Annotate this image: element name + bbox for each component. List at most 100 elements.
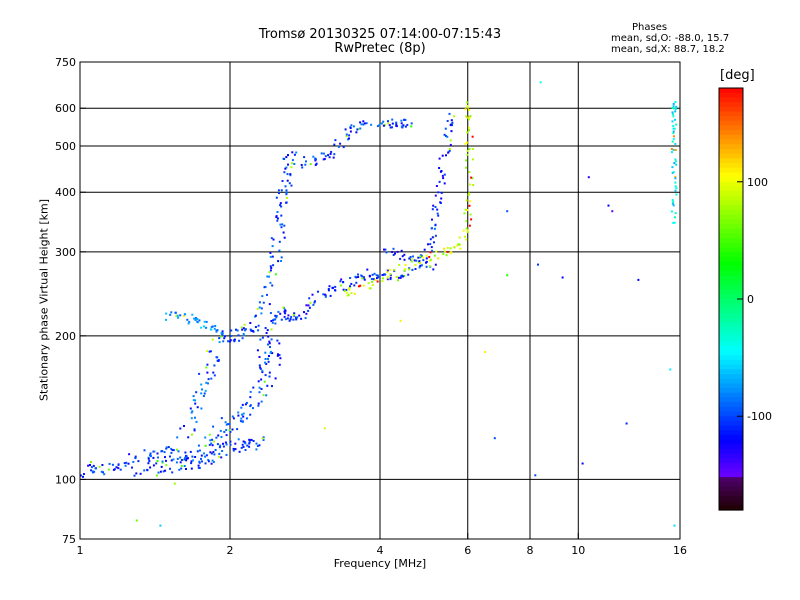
data-point: [180, 467, 183, 470]
data-point: [362, 277, 365, 280]
data-point: [391, 122, 394, 125]
data-point: [283, 158, 286, 160]
data-point: [170, 447, 173, 450]
data-point: [446, 120, 449, 122]
data-point: [206, 371, 209, 374]
data-point: [190, 411, 193, 414]
data-point: [213, 327, 216, 330]
data-point: [243, 323, 246, 326]
data-point: [322, 158, 325, 161]
data-point: [279, 204, 282, 207]
data-point: [183, 425, 185, 427]
data-point: [201, 388, 203, 391]
data-point: [433, 241, 435, 244]
data-point: [386, 269, 389, 272]
data-point: [205, 366, 208, 369]
data-point: [457, 243, 460, 246]
data-point: [171, 471, 174, 474]
data-point: [469, 116, 472, 119]
data-point: [435, 185, 438, 187]
colorbar-segment: [719, 209, 743, 216]
data-point: [672, 171, 675, 174]
data-point: [137, 460, 140, 463]
data-point: [95, 467, 98, 470]
data-point: [607, 204, 610, 207]
data-point: [175, 314, 178, 317]
data-point: [204, 462, 207, 465]
data-point: [290, 316, 293, 318]
data-point: [389, 278, 392, 281]
y-tick-label: 600: [55, 102, 76, 115]
data-point: [222, 442, 224, 445]
colorbar-segment: [719, 369, 743, 375]
data-point: [377, 276, 380, 279]
data-point: [472, 158, 474, 161]
data-point: [637, 278, 640, 281]
data-point: [343, 290, 346, 293]
data-point: [463, 212, 466, 215]
data-point: [468, 126, 471, 129]
data-point: [165, 459, 167, 462]
data-point: [396, 250, 399, 253]
data-point: [190, 460, 193, 463]
data-point: [267, 335, 270, 338]
data-point: [240, 446, 243, 449]
data-point: [164, 469, 167, 472]
data-point: [215, 329, 218, 332]
data-point: [261, 437, 264, 440]
data-point: [209, 439, 212, 442]
data-point: [236, 329, 239, 332]
data-point: [450, 119, 453, 122]
data-point: [443, 173, 446, 176]
data-point: [262, 301, 265, 304]
data-point: [359, 121, 362, 124]
data-point: [419, 262, 421, 264]
data-point: [389, 268, 392, 271]
data-point: [271, 245, 274, 248]
data-point: [147, 456, 150, 459]
data-point: [408, 257, 411, 260]
data-point: [443, 182, 446, 185]
data-point: [419, 264, 422, 267]
data-point: [146, 469, 149, 472]
data-point: [191, 433, 193, 436]
data-point: [93, 470, 96, 473]
data-point: [178, 468, 181, 471]
colorbar-segment: [719, 402, 743, 408]
data-point: [674, 212, 677, 215]
data-point: [90, 466, 93, 469]
data-point: [204, 455, 207, 458]
colorbar-segment: [719, 275, 743, 281]
data-point: [198, 319, 201, 322]
data-point: [286, 173, 289, 176]
chart-subtitle: RwPretec (8p): [334, 41, 426, 56]
data-point: [432, 268, 435, 271]
data-point: [92, 464, 95, 467]
data-point: [391, 118, 394, 121]
data-point: [203, 320, 206, 323]
data-point: [256, 307, 259, 310]
data-point: [282, 231, 285, 234]
data-point: [314, 158, 317, 161]
data-point: [438, 167, 441, 169]
data-point: [674, 142, 677, 145]
data-point: [284, 167, 287, 170]
data-point: [672, 132, 675, 135]
data-point: [403, 275, 405, 277]
data-point: [395, 276, 398, 278]
colorbar-segment: [719, 467, 743, 474]
data-point: [375, 274, 378, 277]
data-point: [119, 468, 122, 471]
data-point: [113, 468, 116, 471]
data-point: [213, 453, 216, 456]
data-point: [431, 218, 433, 221]
data-point: [328, 285, 331, 288]
data-point: [198, 449, 201, 452]
data-point: [287, 314, 290, 317]
data-point: [206, 363, 209, 366]
data-point: [469, 213, 472, 216]
data-point: [671, 166, 674, 169]
data-point: [203, 452, 205, 455]
data-point: [348, 287, 351, 289]
data-point: [305, 160, 307, 163]
